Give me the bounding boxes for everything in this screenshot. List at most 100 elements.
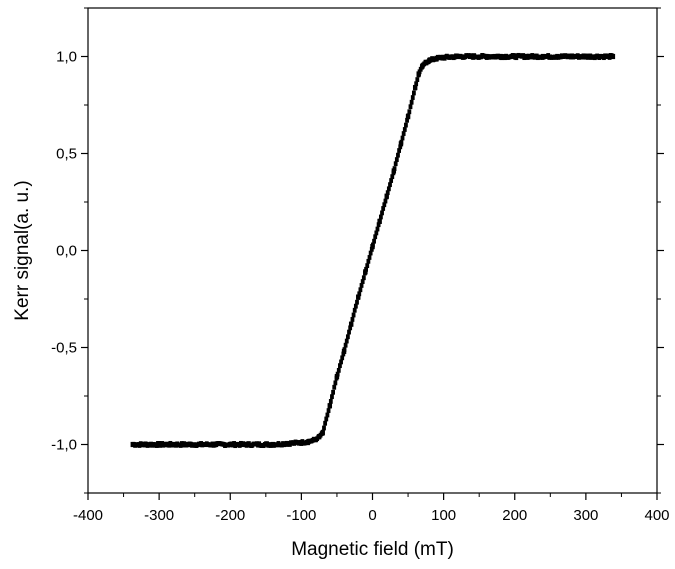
x-tick-label: 100: [431, 507, 456, 524]
data-series: [130, 52, 616, 449]
data-point: [130, 441, 136, 448]
data-point: [336, 367, 341, 373]
data-point: [384, 193, 389, 199]
data-point: [199, 441, 204, 448]
data-point: [358, 287, 363, 293]
data-point: [348, 321, 354, 327]
data-point: [352, 307, 357, 313]
data-point: [405, 114, 411, 120]
x-tick-label: -100: [286, 507, 316, 524]
data-point: [415, 77, 420, 83]
data-point: [411, 90, 416, 96]
data-point: [313, 437, 318, 443]
data-point: [434, 55, 439, 62]
data-point: [541, 53, 546, 60]
data-point: [306, 438, 311, 445]
data-point: [404, 122, 408, 128]
data-point: [396, 152, 400, 158]
data-point: [409, 99, 414, 105]
data-point: [569, 53, 574, 60]
data-point: [348, 325, 353, 331]
data-point: [597, 53, 603, 60]
data-point: [402, 127, 407, 132]
data-point: [326, 408, 331, 413]
data-point: [610, 53, 616, 60]
data-point: [373, 234, 378, 240]
data-point: [405, 117, 409, 123]
data-point: [388, 182, 392, 188]
data-point: [583, 53, 589, 60]
data-point: [427, 57, 432, 63]
data-point: [156, 441, 162, 448]
data-point: [469, 53, 475, 60]
data-point: [355, 299, 359, 305]
data-point: [410, 95, 415, 100]
data-point: [412, 84, 418, 91]
data-point: [299, 439, 304, 446]
data-point: [341, 348, 347, 354]
data-point: [378, 214, 383, 220]
data-point: [330, 394, 334, 400]
data-point: [498, 53, 503, 60]
data-point: [391, 168, 397, 174]
data-point: [322, 425, 326, 431]
data-point: [526, 53, 532, 60]
data-point: [407, 109, 412, 115]
data-point: [386, 186, 391, 192]
data-point: [420, 63, 425, 69]
data-point: [213, 441, 219, 448]
data-point: [347, 329, 351, 335]
data-point: [171, 441, 176, 448]
y-tick-label: -0,5: [51, 340, 77, 357]
data-point: [350, 317, 355, 322]
data-point: [376, 222, 381, 228]
data-point: [377, 218, 382, 224]
data-point: [357, 291, 362, 297]
data-point: [324, 416, 329, 422]
data-point: [270, 441, 276, 448]
data-point: [393, 161, 398, 167]
data-point: [370, 244, 375, 250]
data-point: [142, 441, 148, 448]
y-tick-label: 0,5: [56, 146, 77, 163]
data-point: [316, 434, 322, 440]
data-point: [344, 338, 349, 344]
data-point: [320, 430, 325, 436]
data-point: [401, 131, 406, 136]
data-point: [345, 334, 350, 340]
data-point: [484, 53, 489, 60]
x-tick-label: 200: [502, 507, 527, 524]
data-point: [366, 258, 371, 264]
data-point: [372, 238, 376, 244]
data-point: [325, 412, 330, 418]
data-point: [423, 59, 429, 65]
y-tick-label: 0,0: [56, 243, 77, 260]
data-point: [334, 374, 340, 380]
data-point: [368, 250, 373, 256]
data-point: [343, 342, 348, 348]
data-point: [333, 380, 338, 386]
data-point: [367, 255, 372, 260]
data-point: [327, 403, 333, 409]
data-point: [397, 148, 402, 153]
y-axis-title: Kerr signal(a. u.): [12, 180, 33, 320]
data-point: [389, 178, 394, 183]
data-point: [380, 210, 384, 216]
data-point: [328, 399, 333, 404]
data-point: [385, 190, 390, 196]
data-point: [382, 202, 387, 208]
data-point: [340, 355, 345, 361]
data-point: [339, 359, 343, 365]
data-point: [374, 230, 379, 236]
data-point: [369, 246, 374, 252]
y-tick-label: 1,0: [56, 49, 77, 66]
data-point: [353, 303, 358, 309]
data-point: [361, 275, 366, 281]
x-tick-label: 0: [368, 507, 376, 524]
data-point: [363, 269, 368, 275]
data-point: [359, 283, 364, 288]
data-point: [455, 53, 461, 60]
data-point: [375, 226, 380, 232]
x-tick-label: 300: [573, 507, 598, 524]
